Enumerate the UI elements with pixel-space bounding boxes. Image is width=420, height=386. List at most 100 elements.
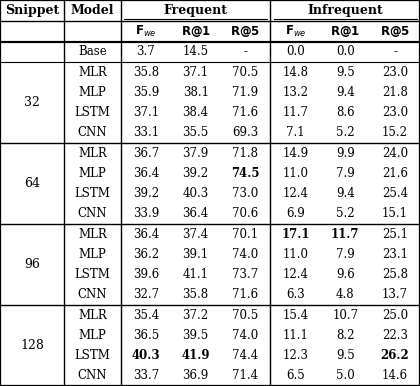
Text: 39.1: 39.1 (183, 248, 209, 261)
Text: MLP: MLP (79, 86, 106, 99)
Text: 15.4: 15.4 (282, 309, 308, 322)
Text: 36.4: 36.4 (133, 228, 159, 240)
Text: 36.7: 36.7 (133, 147, 159, 159)
Text: 39.2: 39.2 (183, 167, 209, 180)
Text: 33.9: 33.9 (133, 207, 159, 220)
Text: 22.3: 22.3 (382, 329, 408, 342)
Text: MLR: MLR (78, 147, 107, 159)
Text: 32: 32 (24, 96, 40, 109)
Text: 9.4: 9.4 (336, 187, 354, 200)
Text: 40.3: 40.3 (183, 187, 209, 200)
Text: 37.2: 37.2 (183, 309, 209, 322)
Text: Base: Base (78, 45, 107, 58)
Text: 70.5: 70.5 (232, 309, 259, 322)
Text: 33.1: 33.1 (133, 126, 159, 139)
Text: 36.9: 36.9 (183, 369, 209, 383)
Text: 6.3: 6.3 (286, 288, 305, 301)
Text: 7.1: 7.1 (286, 126, 304, 139)
Text: 39.6: 39.6 (133, 268, 159, 281)
Text: 14.9: 14.9 (282, 147, 308, 159)
Text: 35.8: 35.8 (133, 66, 159, 79)
Text: LSTM: LSTM (74, 268, 110, 281)
Text: 11.7: 11.7 (331, 228, 360, 240)
Text: 32.7: 32.7 (133, 288, 159, 301)
Text: 71.6: 71.6 (232, 106, 259, 119)
Text: 9.9: 9.9 (336, 147, 354, 159)
Text: 40.3: 40.3 (131, 349, 160, 362)
Text: $\mathbf{R@1}$: $\mathbf{R@1}$ (181, 24, 211, 39)
Text: 69.3: 69.3 (232, 126, 259, 139)
Text: 25.4: 25.4 (382, 187, 408, 200)
Text: -: - (244, 45, 247, 58)
Text: $\mathbf{R@5}$: $\mathbf{R@5}$ (380, 24, 410, 39)
Text: $\mathbf{R@1}$: $\mathbf{R@1}$ (330, 24, 360, 39)
Text: MLR: MLR (78, 309, 107, 322)
Text: 3.7: 3.7 (136, 45, 155, 58)
Text: Snippet: Snippet (5, 4, 59, 17)
Text: 71.9: 71.9 (232, 86, 259, 99)
Text: 74.0: 74.0 (232, 248, 259, 261)
Text: 12.4: 12.4 (282, 187, 308, 200)
Text: MLP: MLP (79, 167, 106, 180)
Text: 74.0: 74.0 (232, 329, 259, 342)
Text: Frequent: Frequent (164, 4, 228, 17)
Text: 11.7: 11.7 (282, 106, 308, 119)
Text: 39.2: 39.2 (133, 187, 159, 200)
Text: 21.8: 21.8 (382, 86, 408, 99)
Text: -: - (393, 45, 397, 58)
Text: 0.0: 0.0 (286, 45, 305, 58)
Text: Model: Model (71, 4, 114, 17)
Text: 11.1: 11.1 (282, 329, 308, 342)
Text: 6.5: 6.5 (286, 369, 305, 383)
Text: 11.0: 11.0 (282, 248, 308, 261)
Text: 70.6: 70.6 (232, 207, 259, 220)
Text: MLR: MLR (78, 228, 107, 240)
Text: 13.7: 13.7 (382, 288, 408, 301)
Text: 25.8: 25.8 (382, 268, 408, 281)
Text: 23.1: 23.1 (382, 248, 408, 261)
Text: 37.1: 37.1 (133, 106, 159, 119)
Text: 71.8: 71.8 (233, 147, 258, 159)
Text: 73.7: 73.7 (232, 268, 259, 281)
Text: CNN: CNN (78, 369, 107, 383)
Text: 35.5: 35.5 (183, 126, 209, 139)
Text: $\mathbf{R@5}$: $\mathbf{R@5}$ (231, 24, 260, 39)
Text: 71.6: 71.6 (232, 288, 259, 301)
Text: 74.5: 74.5 (231, 167, 260, 180)
Text: 6.9: 6.9 (286, 207, 305, 220)
Text: 9.5: 9.5 (336, 349, 354, 362)
Text: 8.6: 8.6 (336, 106, 354, 119)
Text: $\mathbf{F}_{we}$: $\mathbf{F}_{we}$ (135, 24, 157, 39)
Text: 128: 128 (20, 339, 44, 352)
Text: 23.0: 23.0 (382, 66, 408, 79)
Text: CNN: CNN (78, 126, 107, 139)
Text: 36.4: 36.4 (133, 167, 159, 180)
Text: 70.1: 70.1 (232, 228, 259, 240)
Text: 74.4: 74.4 (232, 349, 259, 362)
Text: 11.0: 11.0 (282, 167, 308, 180)
Text: 37.4: 37.4 (183, 228, 209, 240)
Text: 96: 96 (24, 258, 40, 271)
Text: 70.5: 70.5 (232, 66, 259, 79)
Text: 5.2: 5.2 (336, 207, 354, 220)
Text: Infrequent: Infrequent (307, 4, 383, 17)
Text: MLR: MLR (78, 66, 107, 79)
Text: 9.6: 9.6 (336, 268, 354, 281)
Text: 9.5: 9.5 (336, 66, 354, 79)
Text: 4.8: 4.8 (336, 288, 354, 301)
Text: 15.1: 15.1 (382, 207, 408, 220)
Text: 38.1: 38.1 (183, 86, 209, 99)
Text: 8.2: 8.2 (336, 329, 354, 342)
Text: LSTM: LSTM (74, 106, 110, 119)
Text: 12.4: 12.4 (282, 268, 308, 281)
Text: 10.7: 10.7 (332, 309, 358, 322)
Text: LSTM: LSTM (74, 187, 110, 200)
Text: 26.2: 26.2 (381, 349, 410, 362)
Text: 64: 64 (24, 177, 40, 190)
Text: 36.2: 36.2 (133, 248, 159, 261)
Text: 35.4: 35.4 (133, 309, 159, 322)
Text: 71.4: 71.4 (232, 369, 259, 383)
Text: 23.0: 23.0 (382, 106, 408, 119)
Text: $\mathbf{F}_{we}$: $\mathbf{F}_{we}$ (285, 24, 306, 39)
Text: 24.0: 24.0 (382, 147, 408, 159)
